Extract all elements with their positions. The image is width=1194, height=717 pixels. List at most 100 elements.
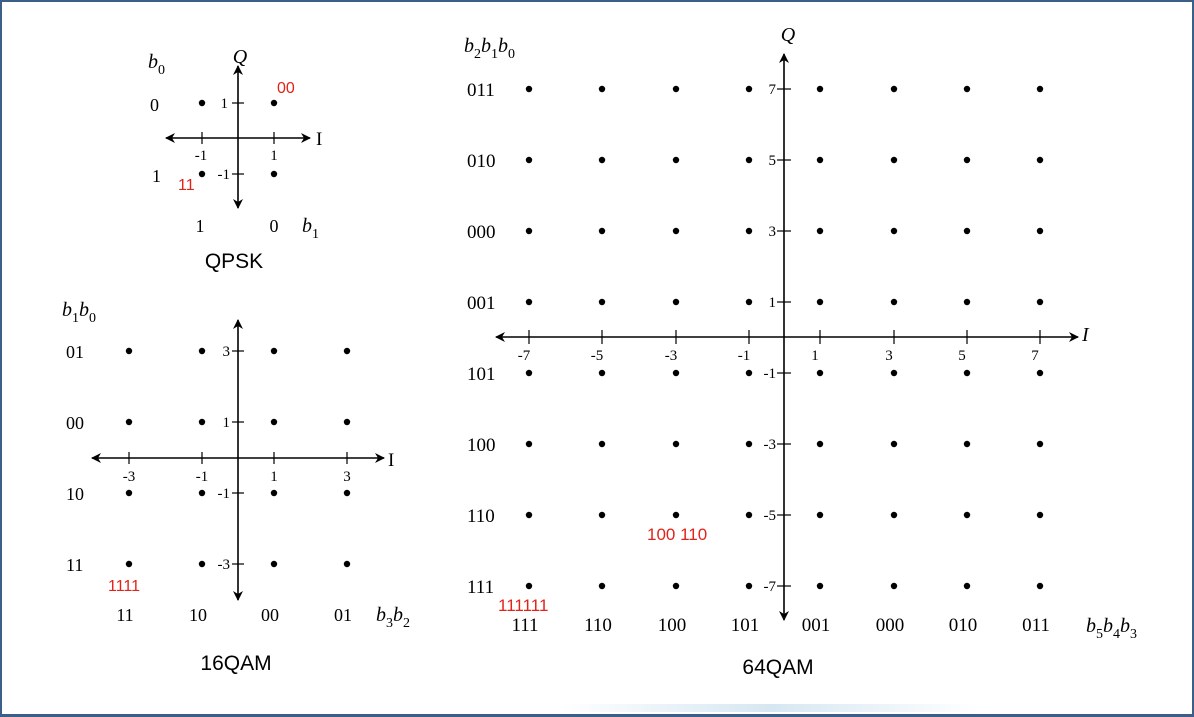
qam64-point bbox=[672, 440, 680, 448]
qam16-row-code: 00 bbox=[66, 413, 84, 433]
bottom-fade bbox=[560, 704, 980, 712]
qpsk-annotation: 00 bbox=[277, 80, 295, 97]
qam64-x-tick-label: 1 bbox=[811, 348, 819, 364]
qam64-point bbox=[525, 298, 533, 306]
qam64-y-tick-label: 3 bbox=[769, 224, 777, 240]
qam64-point bbox=[1036, 369, 1044, 377]
qam64-point bbox=[963, 156, 971, 164]
qam64-point bbox=[890, 156, 898, 164]
qam64-point bbox=[525, 440, 533, 448]
qam16-annotation: 1111 bbox=[108, 578, 140, 595]
qam64-point bbox=[963, 227, 971, 235]
qam16-y-tick-label: 1 bbox=[223, 415, 231, 431]
qam64-row-code: 000 bbox=[467, 222, 496, 243]
qam64-point bbox=[816, 440, 824, 448]
qam16-row-code: 10 bbox=[66, 484, 84, 504]
qam16-point bbox=[125, 560, 133, 568]
qam64-col-code: 010 bbox=[949, 615, 978, 636]
qam64-col-code: 001 bbox=[802, 615, 831, 636]
qam64-point bbox=[890, 369, 898, 377]
qam64-i-label: I bbox=[1081, 324, 1090, 346]
qam64-x-tick-label: 5 bbox=[958, 348, 966, 364]
qam64-row-code: 110 bbox=[467, 506, 495, 527]
qam64-point bbox=[598, 511, 606, 519]
qpsk-col-code: 1 bbox=[196, 216, 205, 236]
qam16-point bbox=[198, 560, 206, 568]
qpsk-annotation: 11 bbox=[178, 177, 195, 194]
qam64-title: 64QAM bbox=[742, 656, 813, 679]
qam64-x-tick-label: -5 bbox=[591, 348, 604, 364]
qam64-point bbox=[672, 298, 680, 306]
qam64-y-tick-label: -1 bbox=[764, 366, 777, 382]
qam64-point bbox=[1036, 298, 1044, 306]
qam64-point bbox=[598, 227, 606, 235]
qam64-point bbox=[745, 85, 753, 93]
qam16-point bbox=[270, 560, 278, 568]
qam64-point bbox=[816, 298, 824, 306]
qam64-row-code: 001 bbox=[467, 293, 496, 314]
qpsk-point bbox=[198, 170, 206, 178]
qam64-point bbox=[816, 227, 824, 235]
qpsk-point bbox=[198, 99, 206, 107]
qam16-diagram: -3 11 -1 10 1 00 3 01 3 01 1 00 -1 10 -3 11 I b1b0 b3b2… bbox=[62, 299, 410, 675]
qam64-col-bit-label: b5b4b3 bbox=[1086, 615, 1137, 642]
qam16-y-tick-label: -3 bbox=[218, 557, 231, 573]
qam64-point bbox=[816, 582, 824, 590]
qam16-row-bit-label: b1b0 bbox=[62, 299, 96, 326]
qam16-point bbox=[198, 347, 206, 355]
qam64-point bbox=[1036, 582, 1044, 590]
qam64-point bbox=[745, 511, 753, 519]
qam64-annotation: 100 110 bbox=[647, 525, 707, 544]
qam64-y-tick-label: 5 bbox=[769, 153, 777, 169]
qam64-point bbox=[963, 582, 971, 590]
qam64-y-tick-label: 1 bbox=[769, 295, 777, 311]
qam64-point bbox=[816, 369, 824, 377]
qam64-point bbox=[745, 582, 753, 590]
qam16-point bbox=[125, 418, 133, 426]
qpsk-tick-y-neg: -1 bbox=[218, 167, 231, 183]
qam64-col-code: 100 bbox=[658, 615, 687, 636]
qam64-point bbox=[890, 582, 898, 590]
qam64-y-tick-label: -3 bbox=[764, 437, 777, 453]
qpsk-tick-x-pos: 1 bbox=[270, 148, 278, 164]
qam64-annotation: 111111 bbox=[498, 596, 548, 615]
qam64-point bbox=[963, 440, 971, 448]
qam16-col-code: 10 bbox=[189, 605, 207, 625]
qam16-point bbox=[270, 418, 278, 426]
qam64-q-label: Q bbox=[781, 24, 796, 46]
qam64-point bbox=[525, 582, 533, 590]
qam64-point bbox=[525, 369, 533, 377]
qam64-point bbox=[890, 440, 898, 448]
qam64-point bbox=[672, 85, 680, 93]
qam16-i-label: I bbox=[388, 450, 394, 471]
qpsk-col-code: 0 bbox=[270, 216, 279, 236]
qpsk-point bbox=[270, 99, 278, 107]
qam64-point bbox=[816, 156, 824, 164]
qam64-point bbox=[745, 440, 753, 448]
qam64-point bbox=[672, 369, 680, 377]
qam64-point bbox=[816, 511, 824, 519]
qam16-col-code: 01 bbox=[334, 605, 352, 625]
qpsk-point bbox=[270, 170, 278, 178]
qam16-point bbox=[270, 347, 278, 355]
qam64-y-tick-label: -5 bbox=[764, 508, 777, 524]
qam64-row-code: 011 bbox=[467, 80, 495, 101]
qpsk-diagram: -1 1 1 -1 Q I b0 0 1 1 0 b1 QPSK 00 11 bbox=[148, 46, 322, 273]
qam64-point bbox=[890, 85, 898, 93]
qam64-point bbox=[525, 156, 533, 164]
qam64-point bbox=[672, 511, 680, 519]
qam64-point bbox=[963, 369, 971, 377]
qam64-point bbox=[525, 85, 533, 93]
qam64-point bbox=[672, 582, 680, 590]
qam16-point bbox=[343, 418, 351, 426]
qpsk-row-code: 1 bbox=[152, 166, 161, 186]
qam64-row-code: 101 bbox=[467, 364, 496, 385]
qam16-point bbox=[343, 489, 351, 497]
qam64-point bbox=[598, 85, 606, 93]
qam16-y-tick-label: -1 bbox=[218, 486, 231, 502]
qam64-point bbox=[598, 298, 606, 306]
qam16-point bbox=[270, 489, 278, 497]
qam64-row-bit-label: b2b1b0 bbox=[464, 35, 515, 62]
qam16-col-code: 11 bbox=[116, 605, 133, 625]
